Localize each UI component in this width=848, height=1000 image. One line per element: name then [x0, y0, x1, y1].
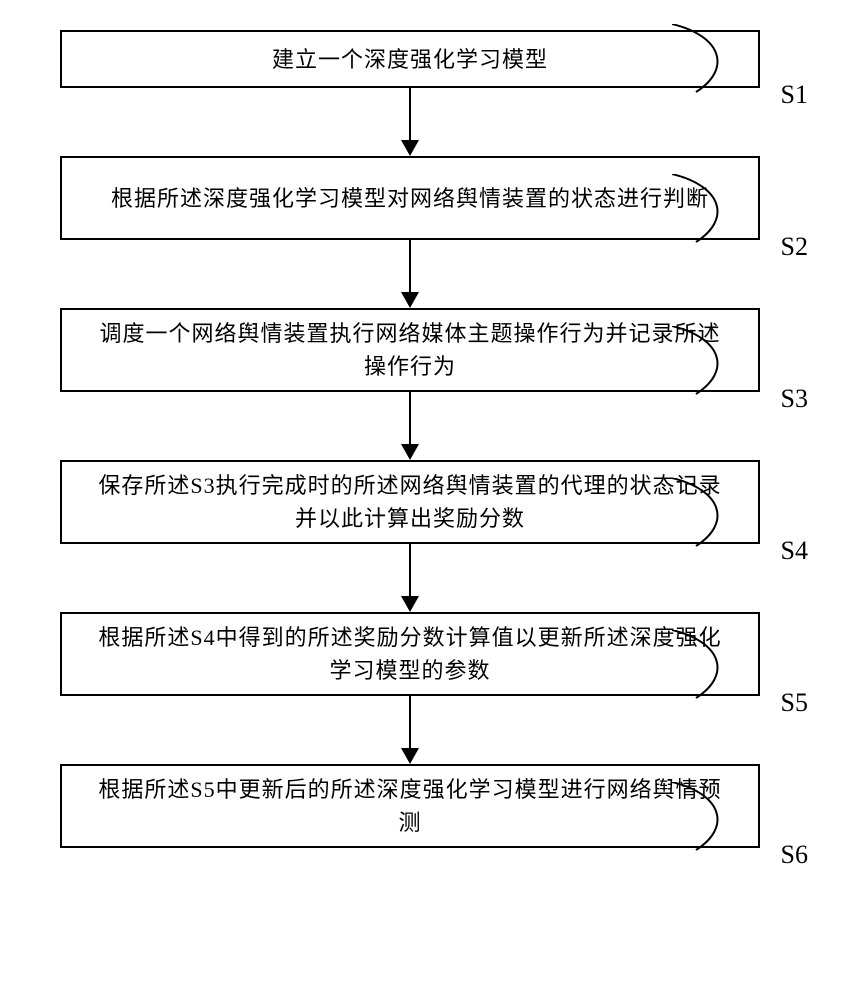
- node-s2: 根据所述深度强化学习模型对网络舆情装置的状态进行判断: [60, 156, 760, 240]
- step-s3: 调度一个网络舆情装置执行网络媒体主题操作行为并记录所述操作行为 S3: [60, 308, 760, 392]
- step-s5: 根据所述S4中得到的所述奖励分数计算值以更新所述深度强化学习模型的参数 S5: [60, 612, 760, 696]
- flowchart-container: 建立一个深度强化学习模型 S1 根据所述深度强化学习模型对网络舆情装置的状态进行…: [60, 30, 760, 848]
- label-s5: S5: [781, 688, 808, 718]
- arrow-s4-s5: [60, 544, 760, 612]
- arrow-s1-s2: [60, 88, 760, 156]
- step-s2: 根据所述深度强化学习模型对网络舆情装置的状态进行判断 S2: [60, 156, 760, 240]
- node-s1: 建立一个深度强化学习模型: [60, 30, 760, 88]
- label-s6: S6: [781, 840, 808, 870]
- label-s2: S2: [781, 232, 808, 262]
- step-s6: 根据所述S5中更新后的所述深度强化学习模型进行网络舆情预测 S6: [60, 764, 760, 848]
- label-s3: S3: [781, 384, 808, 414]
- arrow-s3-s4: [60, 392, 760, 460]
- arrow-s5-s6: [60, 696, 760, 764]
- label-s4: S4: [781, 536, 808, 566]
- label-s1: S1: [781, 80, 808, 110]
- arrow-s2-s3: [60, 240, 760, 308]
- node-s6: 根据所述S5中更新后的所述深度强化学习模型进行网络舆情预测: [60, 764, 760, 848]
- node-s3: 调度一个网络舆情装置执行网络媒体主题操作行为并记录所述操作行为: [60, 308, 760, 392]
- node-s4: 保存所述S3执行完成时的所述网络舆情装置的代理的状态记录并以此计算出奖励分数: [60, 460, 760, 544]
- node-s5: 根据所述S4中得到的所述奖励分数计算值以更新所述深度强化学习模型的参数: [60, 612, 760, 696]
- step-s1: 建立一个深度强化学习模型 S1: [60, 30, 760, 88]
- step-s4: 保存所述S3执行完成时的所述网络舆情装置的代理的状态记录并以此计算出奖励分数 S…: [60, 460, 760, 544]
